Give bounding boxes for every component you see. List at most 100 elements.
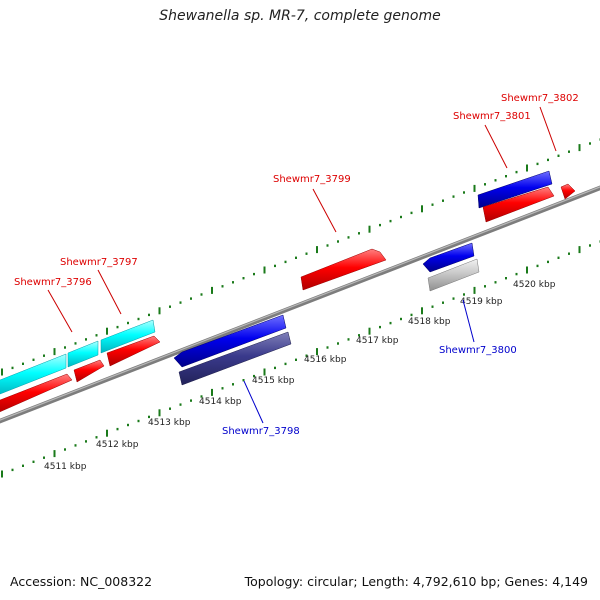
track-tick [169,305,171,308]
scale-labels: 4511 kbp 4512 kbp 4513 kbp 4514 kbp 4515… [44,280,556,472]
track-tick [400,317,402,321]
track-tick [379,223,381,227]
track-tick [242,277,245,280]
scale-label: 4516 kbp [304,355,347,365]
track-tick [179,301,182,304]
track-tick [557,256,560,259]
track-tick [106,429,108,437]
gene-arrow-blue[interactable] [422,242,475,273]
track-tick [106,327,108,335]
track-tick [526,266,528,274]
track-tick [326,244,329,247]
track-tick [557,154,560,157]
gene-arrow-red[interactable] [0,373,73,414]
track-tick [32,460,35,463]
track-tick [316,246,318,254]
track-tick [316,348,318,356]
track-tick [589,244,591,247]
track-tick [169,407,171,410]
gene-arrow-grey[interactable] [427,258,480,292]
track-tick [442,301,444,304]
track-tick [263,368,266,376]
inner-dotted-track [1,240,600,478]
track-tick [410,313,413,317]
track-tick [211,286,213,294]
gene-label-shewmr7-3799: Shewmr7_3799 [273,174,351,185]
track-tick [410,211,413,215]
track-tick [95,334,98,337]
track-tick [431,203,434,206]
track-tick [200,293,203,296]
gene-label-shewmr7-3800: Shewmr7_3800 [439,345,517,356]
track-tick [547,158,549,162]
track-tick [253,374,255,378]
track-tick [484,285,486,288]
track-tick [368,327,371,335]
accession-text: Accession: NC_008322 [10,574,153,589]
gene-labels: Shewmr7_3796 Shewmr7_3797 Shewmr7_3798 S… [14,93,579,437]
track-tick [421,307,423,315]
track-tick [463,191,465,194]
track-tick [242,379,245,382]
gene-arrow-red[interactable] [300,248,387,291]
track-tick [137,317,140,321]
gene-arrow-cyan[interactable] [67,340,99,368]
scale-label: 4520 kbp [513,280,556,290]
track-tick [578,246,581,254]
track-tick [1,368,3,376]
track-tick [494,179,497,182]
gene-arrow-red[interactable] [106,335,161,367]
track-tick [389,321,392,325]
scale-label: 4519 kbp [460,297,503,307]
track-tick [232,383,234,386]
map-title: Shewanella sp. MR-7, complete genome [159,8,441,24]
scale-label: 4513 kbp [148,418,191,428]
gene-label-shewmr7-3802: Shewmr7_3802 [501,93,579,104]
track-tick [284,362,287,366]
genome-backbone [0,185,600,424]
track-tick [295,358,297,361]
track-tick [505,277,507,280]
gene-label-shewmr7-3797: Shewmr7_3797 [60,257,138,268]
track-tick [347,338,350,341]
track-tick [431,305,434,308]
track-tick [11,468,14,472]
track-tick [326,346,329,349]
track-tick [295,256,297,259]
track-tick [95,436,98,439]
gene-arrow-red[interactable] [482,186,555,223]
scale-label: 4512 kbp [96,440,139,450]
track-tick [43,354,45,357]
track-tick [211,388,213,396]
track-tick [74,342,77,345]
track-tick [442,199,444,202]
track-tick [400,215,402,219]
track-tick [85,440,87,443]
track-tick [568,150,570,153]
gene-arrow-cyan[interactable] [100,319,156,354]
track-tick [158,409,161,417]
track-tick [53,348,56,356]
track-tick [589,142,591,145]
topology-text: Topology: circular; Length: 4,792,610 bp… [244,574,588,589]
track-tick [127,321,129,325]
track-tick [274,366,276,370]
gene-arrow-red[interactable] [560,183,576,200]
gene-arrow-blue[interactable] [477,170,553,209]
gene-arrow-blue[interactable] [173,314,287,368]
scale-label: 4518 kbp [408,317,451,327]
track-tick [547,260,549,264]
track-tick [158,307,161,315]
gene-arrow-cyan[interactable] [0,353,67,396]
gene-arrow-navy[interactable] [178,331,292,386]
track-tick [116,427,119,431]
track-tick [494,281,497,284]
track-tick [337,240,339,243]
gene-arrow-red[interactable] [73,359,105,383]
track-tick [389,219,392,223]
track-tick [358,334,360,337]
track-tick [11,366,14,370]
track-tick [274,264,276,268]
track-tick [463,293,465,296]
label-leaders [47,106,557,424]
